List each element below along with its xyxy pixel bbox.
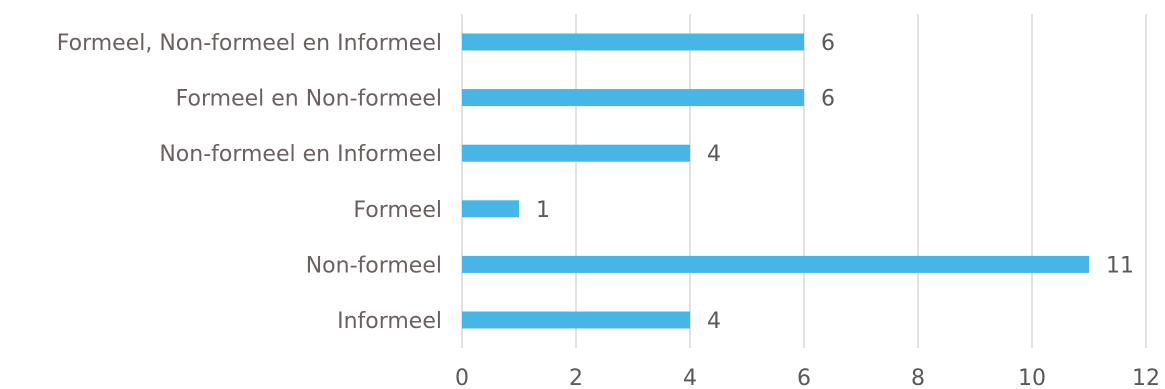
x-tick-label: 6 (797, 366, 811, 389)
category-label: Informeel (337, 309, 442, 334)
x-tick-label: 0 (455, 366, 469, 389)
category-label: Non-formeel (306, 253, 442, 278)
bar (462, 144, 690, 162)
data-label: 4 (707, 309, 721, 334)
data-label: 6 (821, 87, 835, 112)
bar (462, 311, 690, 329)
x-tick-label: 12 (1132, 366, 1160, 389)
bar (462, 255, 1089, 273)
data-label: 4 (707, 142, 721, 167)
data-label: 1 (536, 198, 550, 223)
bar (462, 89, 804, 107)
x-tick-label: 8 (911, 366, 925, 389)
category-label: Formeel en Non-formeel (176, 87, 442, 112)
bar (462, 200, 519, 218)
x-axis-tick-labels: 0 2 4 6 8 10 12 (455, 366, 1160, 389)
x-tick-label: 2 (569, 366, 583, 389)
x-tick-label: 4 (683, 366, 697, 389)
x-tick-label: 10 (1018, 366, 1046, 389)
data-label: 6 (821, 31, 835, 56)
data-label: 11 (1106, 253, 1134, 278)
bar (462, 33, 804, 51)
gridlines (461, 14, 1147, 348)
bars (462, 33, 1089, 329)
category-label: Non-formeel en Informeel (159, 142, 442, 167)
category-label: Formeel (353, 198, 442, 223)
category-labels: Formeel, Non-formeel en Informeel Formeel… (57, 31, 442, 334)
category-label: Formeel, Non-formeel en Informeel (57, 31, 442, 56)
